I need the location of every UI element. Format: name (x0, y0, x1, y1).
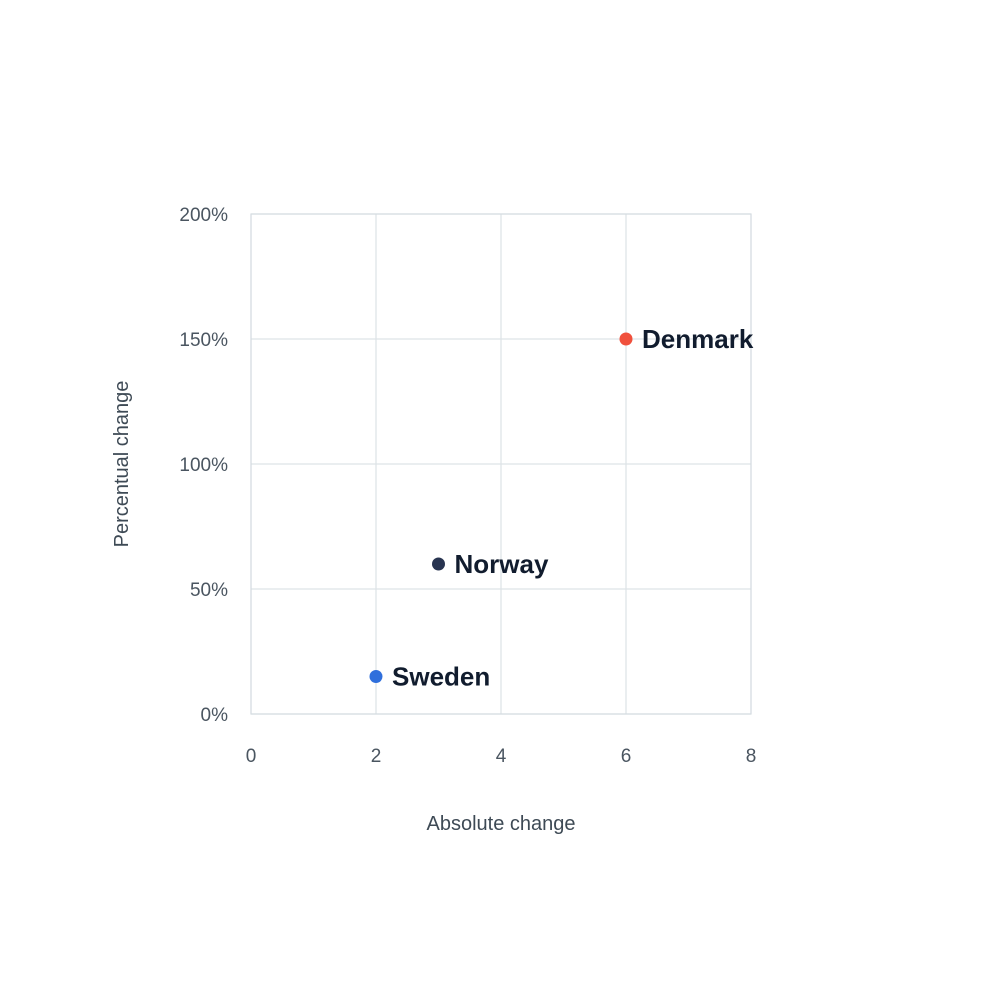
point-denmark (619, 332, 633, 346)
x-tick-label: 8 (746, 746, 757, 767)
y-tick-label: 200% (179, 205, 228, 226)
data-points: Denmark Norway Sweden (369, 324, 754, 692)
x-tick-label: 6 (621, 746, 632, 767)
point-label-denmark: Denmark (642, 324, 754, 354)
y-axis-title: Percentual change (111, 381, 133, 548)
point-label-norway: Norway (455, 549, 549, 579)
plot-frame (250, 213, 752, 715)
point-sweden (369, 670, 383, 683)
x-tick-label: 2 (371, 746, 382, 767)
x-tick-label: 0 (246, 746, 257, 767)
x-axis-ticks: 0 2 4 6 8 (246, 746, 757, 767)
point-label-sweden: Sweden (392, 662, 490, 692)
y-tick-label: 0% (201, 705, 229, 726)
y-tick-label: 50% (190, 580, 228, 601)
grid (250, 213, 752, 715)
y-axis-ticks: 0% 50% 100% 150% 200% (179, 205, 228, 726)
y-tick-label: 150% (179, 330, 228, 351)
x-tick-label: 4 (496, 746, 507, 767)
point-norway (432, 557, 445, 571)
y-tick-label: 100% (179, 455, 228, 476)
x-axis-title: Absolute change (426, 813, 575, 835)
